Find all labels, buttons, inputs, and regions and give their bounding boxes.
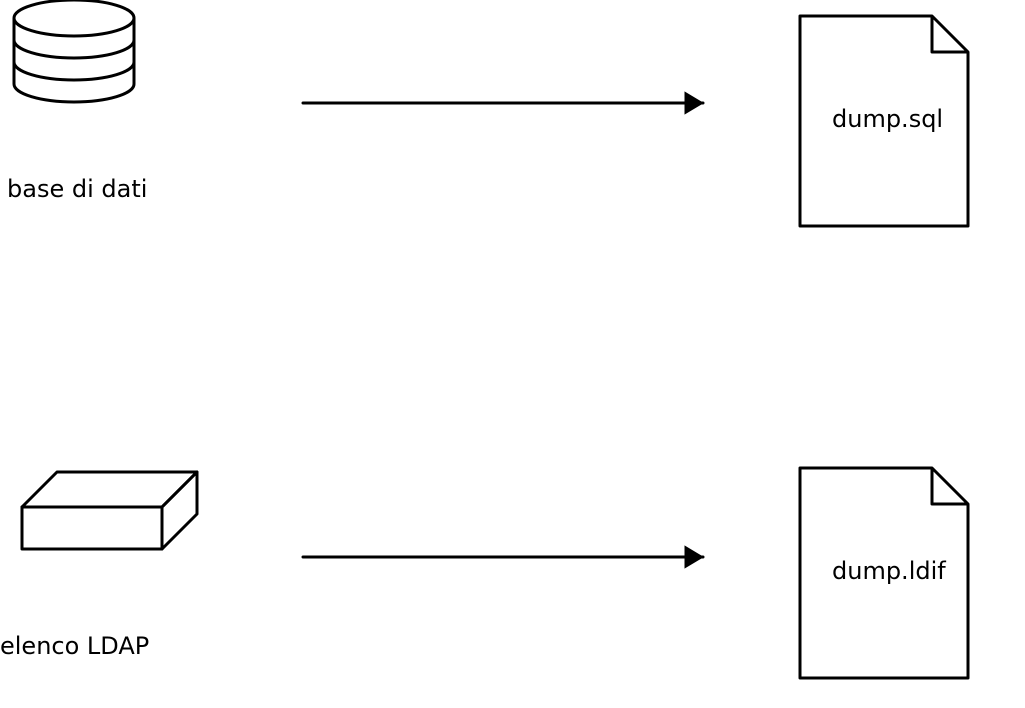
arrow-db-to-sql <box>303 92 703 114</box>
database-label: base di dati <box>7 175 147 203</box>
database-icon <box>14 0 134 102</box>
file-ldif-label: dump.ldif <box>832 557 946 585</box>
file-sql-label: dump.sql <box>832 105 943 133</box>
arrow-ldap-to-ldif <box>303 546 703 568</box>
ldap-label: elenco LDAP <box>0 632 149 660</box>
ldap-box-icon <box>22 472 197 549</box>
